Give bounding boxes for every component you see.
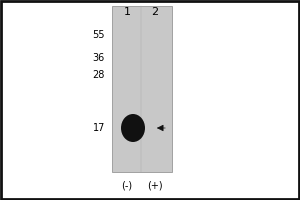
Ellipse shape xyxy=(121,114,145,142)
Text: (+): (+) xyxy=(147,181,163,191)
Text: 36: 36 xyxy=(93,53,105,63)
Text: (-): (-) xyxy=(122,181,133,191)
Text: 1: 1 xyxy=(124,7,130,17)
Text: 55: 55 xyxy=(92,30,105,40)
Text: 2: 2 xyxy=(152,7,159,17)
Text: 28: 28 xyxy=(93,70,105,80)
Text: 17: 17 xyxy=(93,123,105,133)
Bar xyxy=(112,6,172,172)
